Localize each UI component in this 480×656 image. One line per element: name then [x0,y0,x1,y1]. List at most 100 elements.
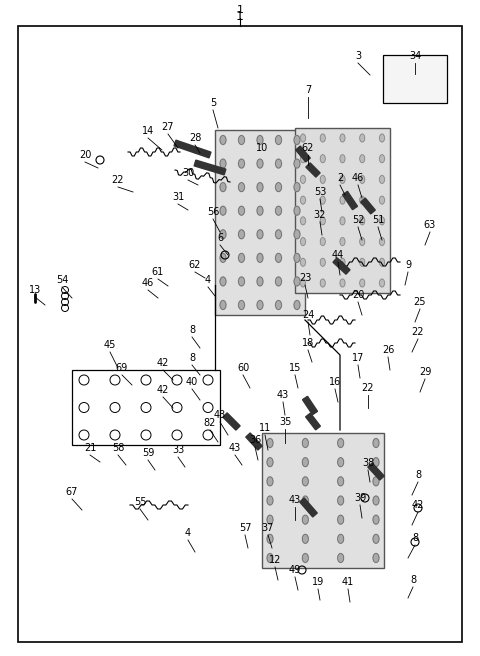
Ellipse shape [294,277,300,286]
Ellipse shape [239,206,244,215]
Text: 56: 56 [207,207,219,217]
Text: 57: 57 [239,523,251,533]
Ellipse shape [300,258,305,266]
Ellipse shape [360,279,365,287]
Ellipse shape [380,134,384,142]
Ellipse shape [373,515,379,524]
FancyBboxPatch shape [302,396,317,415]
Text: 62: 62 [302,143,314,153]
Text: 14: 14 [142,126,154,136]
Text: 82: 82 [204,418,216,428]
Ellipse shape [373,438,379,447]
Ellipse shape [320,237,325,245]
Ellipse shape [294,230,300,239]
Ellipse shape [360,175,365,184]
Text: 67: 67 [66,487,78,497]
Ellipse shape [302,554,308,562]
Ellipse shape [257,136,263,144]
Text: 55: 55 [134,497,146,507]
Ellipse shape [257,159,263,168]
Text: 33: 33 [172,445,184,455]
Ellipse shape [373,535,379,543]
Text: 8: 8 [189,353,195,363]
Ellipse shape [337,458,344,466]
Ellipse shape [380,217,384,225]
Text: 40: 40 [186,377,198,387]
Ellipse shape [360,196,365,204]
Ellipse shape [220,206,226,215]
Ellipse shape [267,515,273,524]
Text: 26: 26 [382,345,394,355]
Ellipse shape [302,496,308,505]
Text: 13: 13 [29,285,41,295]
Ellipse shape [239,277,244,286]
Text: 22: 22 [412,327,424,337]
Text: 1: 1 [237,5,243,15]
Text: 23: 23 [299,273,311,283]
Ellipse shape [373,477,379,486]
Text: 54: 54 [56,275,68,285]
Text: 62: 62 [189,260,201,270]
FancyBboxPatch shape [360,198,375,214]
Ellipse shape [300,134,305,142]
Text: 43: 43 [277,390,289,400]
Ellipse shape [302,515,308,524]
Ellipse shape [257,277,263,286]
Text: 5: 5 [210,98,216,108]
Bar [383,55,447,103]
Text: 8: 8 [410,575,416,585]
Ellipse shape [340,258,345,266]
Ellipse shape [320,196,325,204]
Ellipse shape [267,438,273,447]
Ellipse shape [373,496,379,505]
Ellipse shape [380,196,384,204]
FancyBboxPatch shape [306,413,320,430]
Ellipse shape [300,279,305,287]
Text: 43: 43 [289,495,301,505]
Text: 43: 43 [214,410,226,420]
FancyBboxPatch shape [194,160,226,175]
Ellipse shape [320,155,325,163]
Ellipse shape [257,300,263,310]
Text: 8: 8 [189,325,195,335]
FancyBboxPatch shape [368,463,384,480]
FancyBboxPatch shape [306,163,320,177]
Text: 11: 11 [259,423,271,433]
Text: 15: 15 [289,363,301,373]
Text: 31: 31 [172,192,184,202]
Text: 59: 59 [142,448,154,458]
Ellipse shape [337,554,344,562]
Text: 46: 46 [352,173,364,183]
Ellipse shape [360,237,365,245]
Ellipse shape [320,175,325,184]
Text: 30: 30 [182,168,194,178]
Text: 44: 44 [332,250,344,260]
Text: 58: 58 [112,443,124,453]
Ellipse shape [294,206,300,215]
Ellipse shape [337,477,344,486]
Text: 52: 52 [352,215,364,225]
Text: 37: 37 [262,523,274,533]
Ellipse shape [276,300,281,310]
Text: 8: 8 [415,470,421,480]
Ellipse shape [220,230,226,239]
Ellipse shape [257,230,263,239]
Ellipse shape [257,182,263,192]
Text: 19: 19 [312,577,324,587]
Bar [72,370,220,445]
Text: 27: 27 [162,122,174,132]
Ellipse shape [276,230,281,239]
Ellipse shape [380,279,384,287]
Ellipse shape [239,182,244,192]
Ellipse shape [302,438,308,447]
Text: 22: 22 [112,175,124,185]
Ellipse shape [267,496,273,505]
Text: 49: 49 [289,565,301,575]
Text: 6: 6 [217,233,223,243]
Ellipse shape [320,217,325,225]
Text: 22: 22 [362,383,374,393]
Ellipse shape [360,258,365,266]
Ellipse shape [276,182,281,192]
Text: 42: 42 [157,385,169,395]
Ellipse shape [340,134,345,142]
